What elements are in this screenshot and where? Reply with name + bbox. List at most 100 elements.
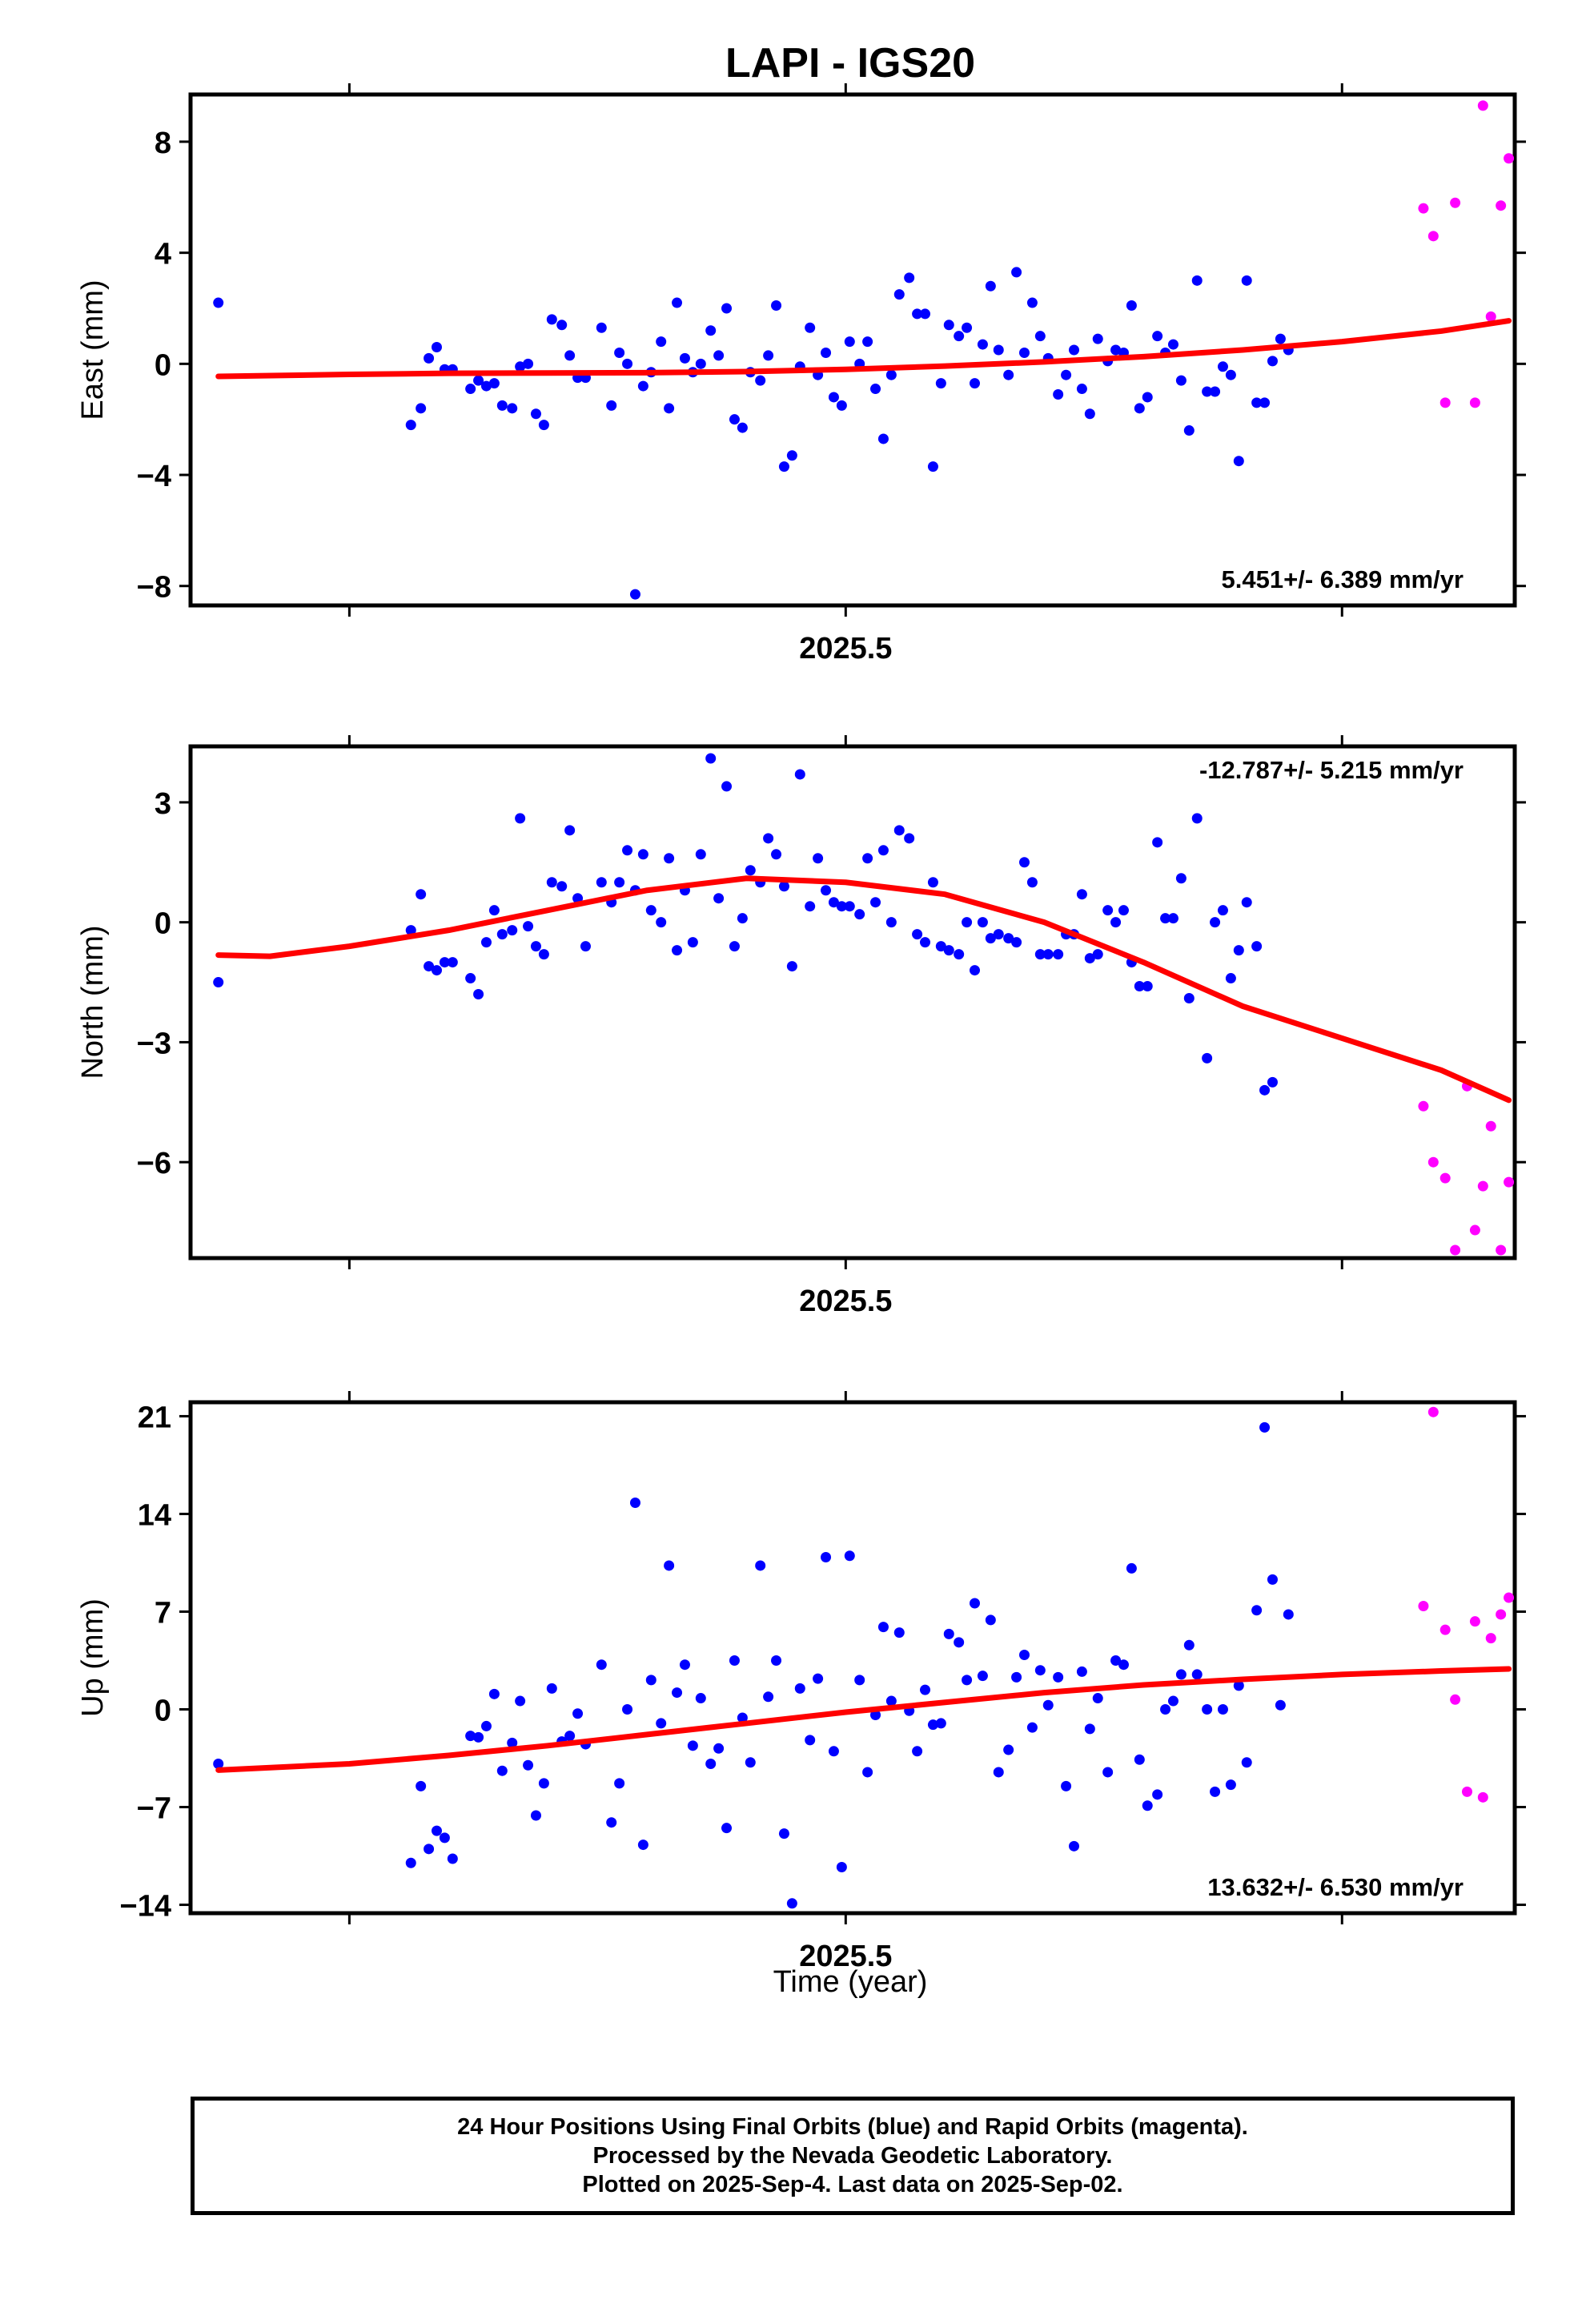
footer-note-box: 24 Hour Positions Using Final Orbits (bl… [191,2097,1515,2215]
north-final-point [1251,941,1263,952]
north-final-point [1003,933,1014,944]
east-final-point [1241,275,1252,286]
north-final-point [821,885,832,896]
up-final-point [828,1746,839,1757]
north-final-point [1210,917,1221,928]
north-final-point [1167,913,1178,924]
east-final-point [515,361,526,372]
up-final-point [1142,1800,1153,1811]
up-final-point [645,1675,656,1686]
up-final-point [431,1825,442,1836]
up-final-point [679,1659,690,1671]
up-final-point [893,1627,905,1638]
up-data-points [213,0,1515,1909]
up-final-point [1084,1723,1095,1735]
east-final-point [538,420,549,431]
north-final-point [885,917,897,928]
up-final-point [1152,1789,1163,1800]
up-final-point [794,1683,805,1694]
up-rapid-point [1496,1609,1507,1620]
up-final-point [1026,1722,1038,1733]
north-data-points [213,0,1515,1256]
east-final-point [1084,408,1095,420]
east-final-point [877,433,889,444]
east-final-point [546,314,557,325]
east-frame [188,92,1517,608]
up-final-point [1068,1840,1079,1852]
north-final-point [1118,905,1129,916]
north-final-point [1301,0,1311,6]
east-final-point [713,350,725,361]
north-final-point [1076,889,1087,900]
north-final-point [927,877,938,888]
up-rapid-point [1477,1791,1488,1803]
east-final-point [695,358,706,369]
north-final-point [405,925,416,936]
x-axis-label: Time (year) [773,1965,928,1999]
east-final-point [778,461,789,472]
east-final-point [1026,297,1038,308]
east-final-point [507,403,518,414]
north-final-point [786,961,797,972]
up-final-point [1275,1699,1286,1711]
north-final-point [977,917,988,928]
north-final-point [771,849,782,860]
north-xtick-label: 2025.5 [799,1285,892,1318]
up-final-point [737,1712,748,1723]
up-final-point [1092,1693,1103,1704]
east-final-point [1301,0,1311,6]
north-rapid-point [1469,1224,1480,1236]
east-final-point [721,303,733,314]
north-final-point [515,813,526,824]
up-ytick-label: 14 [138,1498,171,1532]
up-final-point [1042,1699,1054,1711]
footer-line-3: Plotted on 2025-Sep-4. Last data on 2025… [582,2172,1123,2197]
up-final-point [954,1637,965,1648]
east-rapid-point [1469,397,1480,408]
east-final-point [844,336,855,348]
east-final-point [828,392,839,403]
east-final-point [1191,275,1203,286]
east-final-point [1291,0,1302,6]
north-final-point [465,973,476,984]
north-y-axis-label: North (mm) [76,925,110,1079]
north-final-point [737,913,748,924]
north-final-point [480,937,492,948]
up-final-point [1325,0,1335,6]
north-panel: −6 −3 0 3 2025.5 North (mm) -12.787+/- 5.215 m… [76,0,1526,1318]
up-final-point [1034,1665,1046,1676]
north-final-point [993,929,1004,940]
north-final-point [1333,0,1343,6]
north-final-point [1175,873,1186,884]
east-final-point [465,384,476,395]
east-final-point [705,325,717,336]
east-final-point [1167,339,1178,350]
east-final-point [737,422,748,433]
up-final-point [656,1718,667,1729]
east-final-point [1183,425,1195,436]
up-final-point [465,1731,476,1742]
up-final-point [721,1823,733,1834]
up-final-point [637,1839,648,1851]
north-final-point [836,901,847,912]
north-final-point [1183,993,1195,1004]
north-final-point [1341,0,1351,6]
east-final-point [805,322,816,333]
north-final-point [473,989,484,1000]
north-final-point [546,877,557,888]
up-final-point [1225,1779,1236,1791]
north-final-point [1053,949,1064,960]
north-final-point [1359,0,1369,6]
up-final-point [1241,1757,1252,1768]
east-final-point [1341,0,1351,6]
east-final-point [480,380,492,392]
north-final-point [1191,813,1203,824]
up-final-point [1076,1666,1087,1677]
up-final-point [480,1720,492,1731]
north-final-point [912,929,923,940]
east-final-point [970,378,981,389]
up-final-point [546,1683,557,1694]
north-final-point [1291,0,1302,6]
north-ytick-label: 3 [155,787,171,821]
east-xtick-label: 2025.5 [799,632,892,665]
